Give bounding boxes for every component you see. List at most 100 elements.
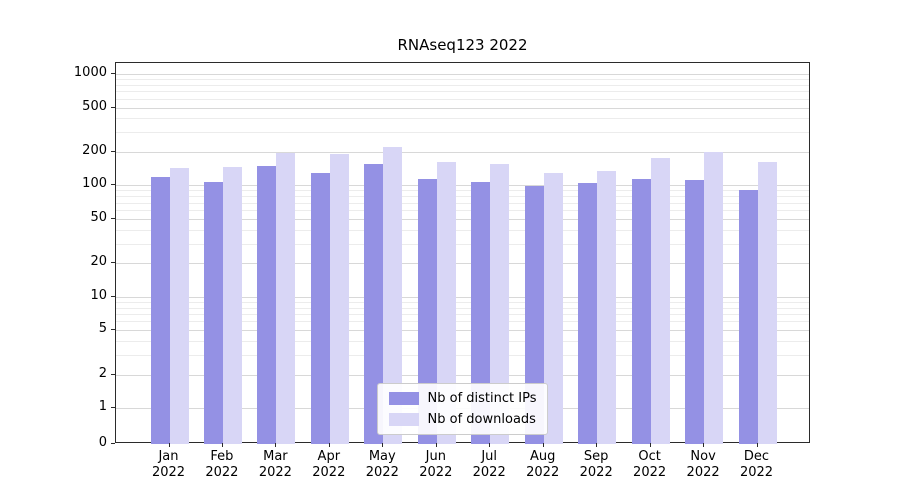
legend-swatch-distinct-ips <box>388 392 419 405</box>
legend-item-downloads: Nb of downloads <box>388 412 537 427</box>
bar-downloads-jan <box>169 168 189 444</box>
x-tick-label-nov: Nov 2022 <box>686 449 720 480</box>
y-tick-label-50: 50 <box>90 209 107 225</box>
gridline-70 <box>116 202 809 204</box>
bar-downloads-apr <box>329 154 349 444</box>
x-tick-mark <box>221 443 223 447</box>
x-tick-label-aug: Aug 2022 <box>526 449 560 480</box>
bar-distinct-ips-sep <box>578 183 598 444</box>
gridline-6 <box>116 321 809 323</box>
x-tick-mark <box>275 443 277 447</box>
y-tick-mark <box>111 407 115 408</box>
y-tick-label-10: 10 <box>90 287 107 303</box>
y-tick-label-1: 1 <box>98 399 107 414</box>
x-tick-label-dec: Dec 2022 <box>739 449 774 480</box>
gridline-7 <box>116 313 809 315</box>
x-tick-mark <box>649 443 651 447</box>
x-tick-mark <box>703 443 705 447</box>
gridline-30 <box>116 243 809 245</box>
gridline-50 <box>116 218 809 220</box>
gridline-20 <box>116 263 809 265</box>
gridline-8 <box>116 307 809 309</box>
x-tick-label-jan: Jan 2022 <box>151 449 186 480</box>
bar-downloads-may <box>383 147 403 444</box>
bar-downloads-feb <box>222 167 242 444</box>
y-tick-label-2: 2 <box>98 365 107 381</box>
bar-distinct-ips-jul <box>471 181 491 444</box>
x-tick-mark <box>489 443 491 447</box>
gridline-4 <box>116 341 809 342</box>
x-tick-label-may: May 2022 <box>365 449 399 480</box>
gridline-500 <box>116 107 809 109</box>
y-tick-mark <box>111 184 115 186</box>
gridline-100 <box>116 185 809 187</box>
y-tick-label-0: 0 <box>98 435 107 450</box>
y-tick-label-500: 500 <box>82 98 107 114</box>
bar-distinct-ips-jan <box>150 176 170 444</box>
y-tick-label-20: 20 <box>90 254 107 270</box>
x-tick-mark <box>542 443 544 447</box>
bar-downloads-nov <box>704 151 724 444</box>
gridline-40 <box>116 229 809 231</box>
gridline-1000 <box>116 74 809 75</box>
bar-distinct-ips-feb <box>203 181 223 444</box>
y-tick-label-100: 100 <box>82 176 107 192</box>
legend: Nb of distinct IPs Nb of downloads <box>376 383 549 435</box>
bar-distinct-ips-apr <box>310 172 330 444</box>
gridline-600 <box>116 98 809 100</box>
gridline-200 <box>116 151 809 153</box>
y-tick-mark <box>111 150 115 152</box>
x-tick-mark <box>756 443 758 447</box>
bar-downloads-jul <box>490 164 510 444</box>
y-tick-mark <box>111 373 115 375</box>
bar-downloads-jun <box>436 162 456 444</box>
x-tick-label-apr: Apr 2022 <box>312 449 346 480</box>
y-tick-mark <box>111 106 115 108</box>
gridline-300 <box>116 132 809 134</box>
y-tick-mark <box>111 443 115 444</box>
y-tick-mark <box>111 262 115 264</box>
x-tick-label-sep: Sep 2022 <box>579 449 613 480</box>
bar-distinct-ips-may <box>364 164 384 444</box>
plot-area: Nb of distinct IPs Nb of downloads <box>115 62 810 444</box>
bar-distinct-ips-nov <box>685 180 705 444</box>
bar-downloads-sep <box>597 171 617 444</box>
bar-downloads-dec <box>757 161 777 444</box>
x-tick-label-oct: Oct 2022 <box>633 449 667 480</box>
x-tick-mark <box>435 443 437 447</box>
bar-downloads-aug <box>543 173 563 444</box>
bar-downloads-mar <box>276 153 296 444</box>
legend-label-distinct-ips: Nb of distinct IPs <box>427 391 537 406</box>
gridline-400 <box>116 118 809 120</box>
gridline-5 <box>116 330 809 332</box>
gridline-2 <box>116 374 809 376</box>
y-tick-mark <box>111 295 115 297</box>
bar-distinct-ips-oct <box>631 179 651 444</box>
x-tick-label-jul: Jul 2022 <box>472 449 506 480</box>
legend-swatch-downloads <box>388 413 419 426</box>
y-tick-label-200: 200 <box>82 142 107 158</box>
y-tick-label-1000: 1000 <box>73 65 107 80</box>
y-tick-mark <box>111 73 115 74</box>
bar-distinct-ips-dec <box>738 190 758 444</box>
gridline-700 <box>116 91 809 93</box>
x-tick-mark <box>328 443 330 447</box>
y-tick-mark <box>111 329 115 331</box>
bar-distinct-ips-aug <box>524 186 544 444</box>
legend-item-distinct-ips: Nb of distinct IPs <box>388 391 537 406</box>
gridline-60 <box>116 210 809 211</box>
gridline-800 <box>116 84 809 86</box>
chart-title: RNAseq123 2022 <box>397 36 528 54</box>
x-tick-mark <box>382 443 384 447</box>
gridline-3 <box>116 354 809 356</box>
gridline-10 <box>116 296 809 298</box>
gridline-80 <box>116 196 809 198</box>
x-tick-label-feb: Feb 2022 <box>205 449 239 480</box>
x-tick-mark <box>596 443 598 447</box>
bar-distinct-ips-jun <box>417 178 437 444</box>
bar-distinct-ips-mar <box>257 165 277 444</box>
legend-label-downloads: Nb of downloads <box>427 412 536 427</box>
y-tick-mark <box>111 217 115 219</box>
x-tick-label-jun: Jun 2022 <box>419 449 453 480</box>
